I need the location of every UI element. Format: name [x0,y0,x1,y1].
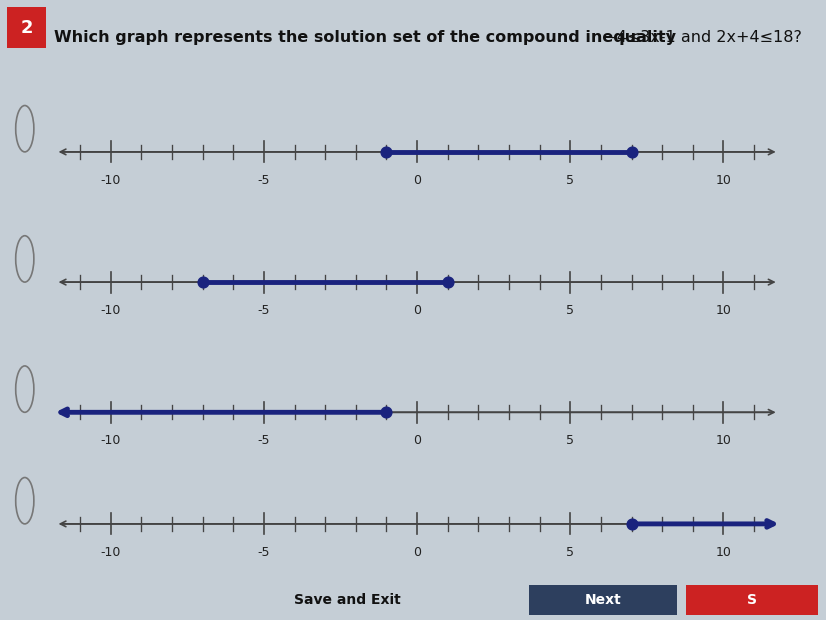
FancyBboxPatch shape [686,585,818,615]
Text: 0: 0 [413,174,421,187]
Text: 10: 10 [715,174,731,187]
Text: -10: -10 [101,304,121,317]
Text: -5: -5 [258,546,270,559]
Point [196,277,209,287]
Text: -10: -10 [101,174,121,187]
Text: Next: Next [585,593,621,607]
Point [625,519,638,529]
Text: Save and Exit: Save and Exit [293,593,401,607]
Text: -5: -5 [258,174,270,187]
Text: 0: 0 [413,435,421,448]
Point [625,147,638,157]
Text: 0: 0 [413,546,421,559]
Text: 5: 5 [567,435,574,448]
Text: Which graph represents the solution set of the compound inequality: Which graph represents the solution set … [54,30,681,45]
Text: -10: -10 [101,435,121,448]
Point [380,147,393,157]
Text: 10: 10 [715,304,731,317]
Text: 0: 0 [413,304,421,317]
Text: -5: -5 [258,304,270,317]
Text: -5: -5 [258,435,270,448]
Text: 5: 5 [567,546,574,559]
Text: 10: 10 [715,546,731,559]
Text: 5: 5 [567,304,574,317]
Text: 5: 5 [567,174,574,187]
Text: -4≤3x-1 and 2x+4≤18?: -4≤3x-1 and 2x+4≤18? [611,30,802,45]
Text: 2: 2 [20,19,33,37]
FancyBboxPatch shape [7,7,46,48]
Point [441,277,454,287]
Text: 10: 10 [715,435,731,448]
Point [380,407,393,417]
Text: -10: -10 [101,546,121,559]
Text: S: S [747,593,757,607]
FancyBboxPatch shape [529,585,677,615]
